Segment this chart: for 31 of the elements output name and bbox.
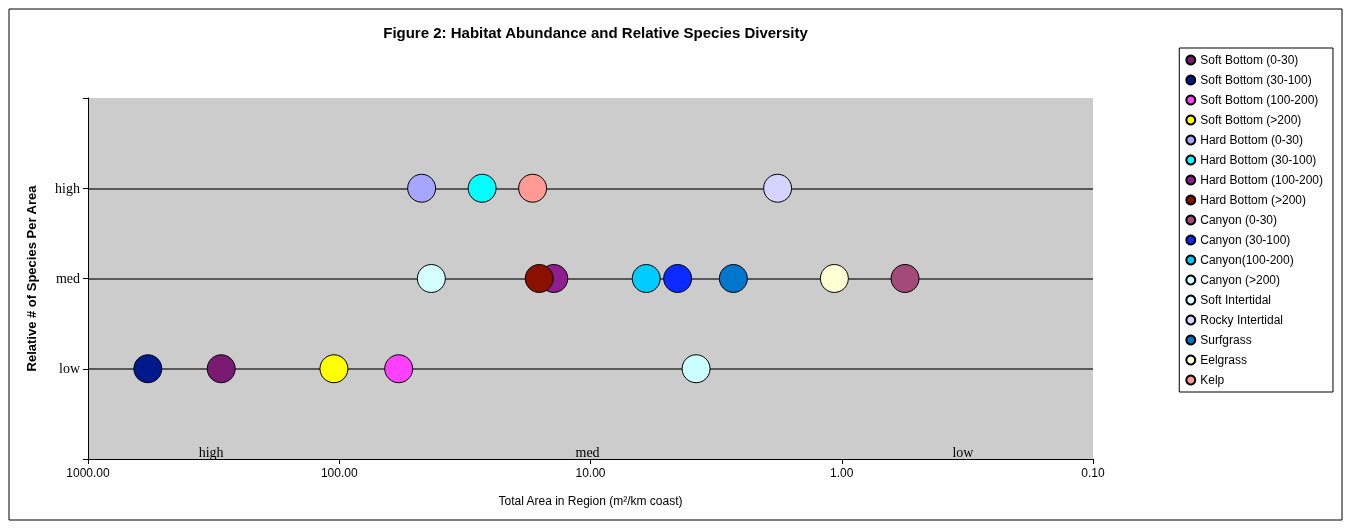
legend-label: Hard Bottom (0-30) (1200, 133, 1303, 147)
legend-label: Soft Bottom (>200) (1200, 113, 1302, 127)
legend-label: Soft Bottom (100-200) (1200, 93, 1319, 107)
legend-label: Soft Intertidal (1200, 293, 1271, 307)
legend-label: Eelgrass (1200, 353, 1247, 367)
x-tick-label: 0.10 (1081, 466, 1105, 480)
legend-label: Canyon(100-200) (1200, 253, 1294, 267)
x-tick-label: 1.00 (830, 466, 854, 480)
annotation: high (198, 444, 224, 460)
legend-label: Canyon (>200) (1200, 273, 1280, 287)
y-tick-label: med (55, 271, 80, 286)
legend-label: Soft Bottom (0-30) (1200, 53, 1299, 67)
legend-label: Hard Bottom (100-200) (1200, 173, 1324, 187)
legend-label: Kelp (1200, 373, 1225, 387)
legend-label: Hard Bottom (30-100) (1200, 153, 1317, 167)
y-tick-label: high (55, 180, 80, 196)
x-axis-title: Total Area in Region (m²/km coast) (498, 494, 683, 508)
legend-label: Surfgrass (1200, 333, 1252, 347)
legend-label: Hard Bottom (>200) (1200, 193, 1306, 207)
x-tick-label: 1000.00 (66, 466, 111, 480)
y-axis-title: Relative # of Species Per Area (24, 184, 39, 372)
legend-label: Canyon (30-100) (1200, 233, 1291, 247)
legend-label: Rocky Intertidal (1200, 313, 1283, 327)
y-tick-label: low (59, 361, 81, 377)
annotation: low (952, 444, 975, 460)
legend-label: Soft Bottom (30-100) (1200, 73, 1312, 87)
x-tick-label: 100.00 (320, 466, 358, 480)
chart-title: Figure 2: Habitat Abundance and Relative Species Diversity (383, 24, 809, 41)
x-tick-label: 10.00 (575, 466, 606, 480)
legend-label: Canyon (0-30) (1200, 213, 1277, 227)
annotation: med (575, 444, 600, 460)
